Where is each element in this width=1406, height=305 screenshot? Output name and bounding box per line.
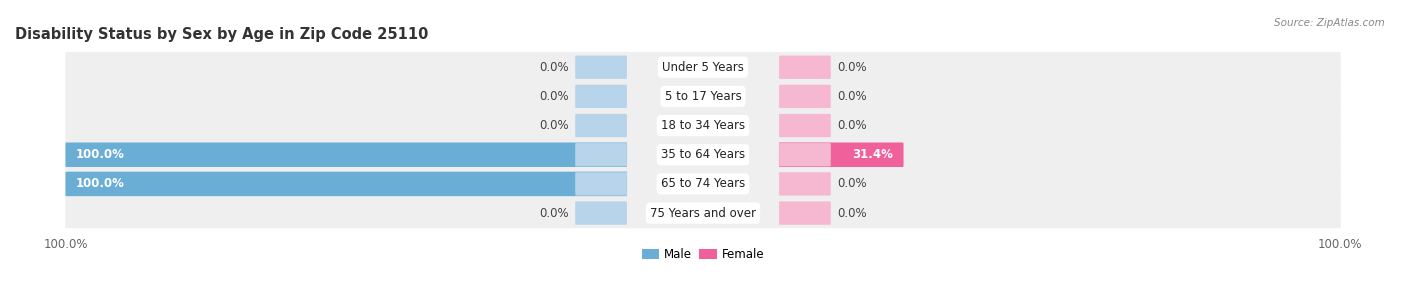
Text: 100.0%: 100.0%: [76, 178, 124, 190]
Text: 0.0%: 0.0%: [837, 61, 866, 74]
Text: 31.4%: 31.4%: [852, 148, 893, 161]
Text: Source: ZipAtlas.com: Source: ZipAtlas.com: [1274, 18, 1385, 28]
Text: 100.0%: 100.0%: [76, 148, 124, 161]
FancyBboxPatch shape: [66, 172, 627, 196]
Text: Disability Status by Sex by Age in Zip Code 25110: Disability Status by Sex by Age in Zip C…: [15, 27, 429, 42]
FancyBboxPatch shape: [575, 143, 627, 167]
FancyBboxPatch shape: [779, 142, 904, 167]
FancyBboxPatch shape: [575, 56, 627, 79]
Text: 5 to 17 Years: 5 to 17 Years: [665, 90, 741, 103]
Text: 75 Years and over: 75 Years and over: [650, 206, 756, 220]
Legend: Male, Female: Male, Female: [637, 244, 769, 266]
FancyBboxPatch shape: [779, 114, 831, 137]
Text: 0.0%: 0.0%: [540, 61, 569, 74]
FancyBboxPatch shape: [779, 143, 831, 167]
Text: 0.0%: 0.0%: [540, 119, 569, 132]
FancyBboxPatch shape: [66, 142, 627, 167]
Text: 0.0%: 0.0%: [540, 90, 569, 103]
FancyBboxPatch shape: [65, 140, 1341, 170]
Text: 0.0%: 0.0%: [540, 206, 569, 220]
FancyBboxPatch shape: [779, 172, 831, 196]
Text: 65 to 74 Years: 65 to 74 Years: [661, 178, 745, 190]
FancyBboxPatch shape: [575, 85, 627, 108]
FancyBboxPatch shape: [65, 81, 1341, 112]
FancyBboxPatch shape: [65, 52, 1341, 82]
FancyBboxPatch shape: [575, 201, 627, 225]
Text: 0.0%: 0.0%: [837, 206, 866, 220]
Text: 0.0%: 0.0%: [837, 119, 866, 132]
Text: 18 to 34 Years: 18 to 34 Years: [661, 119, 745, 132]
FancyBboxPatch shape: [65, 198, 1341, 228]
FancyBboxPatch shape: [779, 201, 831, 225]
Text: 0.0%: 0.0%: [837, 178, 866, 190]
FancyBboxPatch shape: [575, 114, 627, 137]
FancyBboxPatch shape: [779, 56, 831, 79]
FancyBboxPatch shape: [65, 169, 1341, 199]
Text: Under 5 Years: Under 5 Years: [662, 61, 744, 74]
FancyBboxPatch shape: [65, 110, 1341, 141]
FancyBboxPatch shape: [779, 85, 831, 108]
FancyBboxPatch shape: [575, 172, 627, 196]
Text: 35 to 64 Years: 35 to 64 Years: [661, 148, 745, 161]
Text: 0.0%: 0.0%: [837, 90, 866, 103]
